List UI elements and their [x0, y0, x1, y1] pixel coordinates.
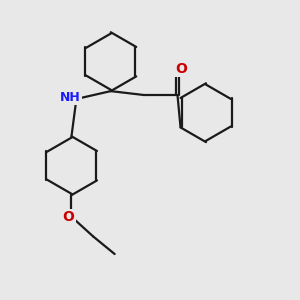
Text: O: O — [176, 61, 187, 76]
Text: O: O — [63, 210, 74, 224]
Text: NH: NH — [60, 92, 81, 104]
